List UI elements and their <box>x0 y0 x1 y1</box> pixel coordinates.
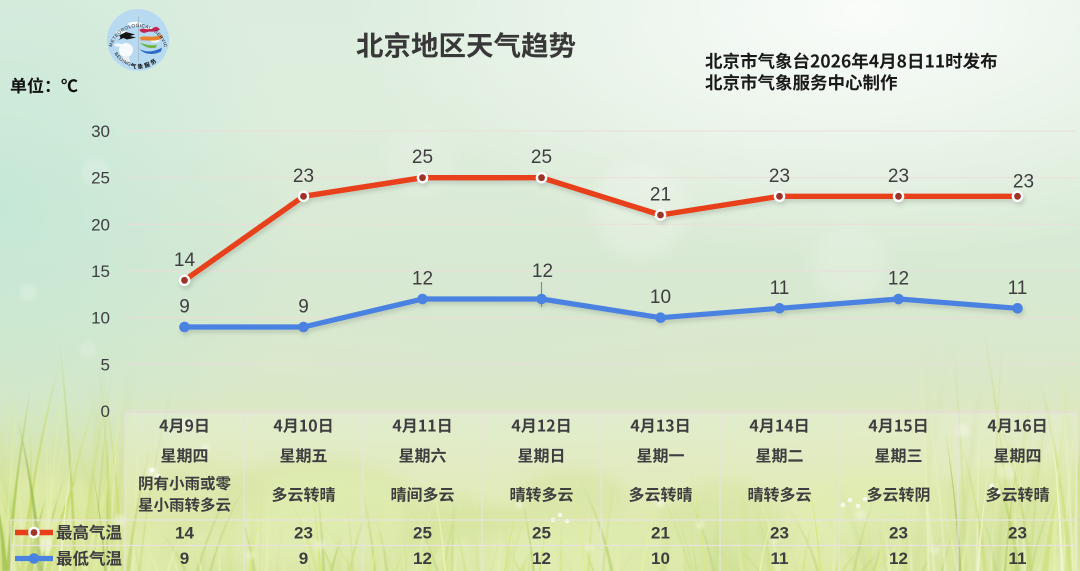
svg-text:23: 23 <box>769 166 790 187</box>
svg-text:25: 25 <box>532 524 551 543</box>
svg-text:9: 9 <box>179 297 190 318</box>
svg-text:5: 5 <box>101 355 110 374</box>
svg-text:23: 23 <box>293 166 314 187</box>
svg-text:11: 11 <box>771 549 789 568</box>
svg-text:0: 0 <box>101 402 110 421</box>
svg-text:12: 12 <box>412 269 433 290</box>
svg-text:11: 11 <box>1009 549 1027 568</box>
svg-text:21: 21 <box>650 185 671 206</box>
svg-text:23: 23 <box>1008 524 1027 543</box>
svg-text:11: 11 <box>1008 278 1028 299</box>
svg-text:9: 9 <box>299 549 308 568</box>
svg-text:30: 30 <box>91 122 110 141</box>
svg-text:9: 9 <box>180 549 189 568</box>
svg-text:12: 12 <box>532 549 551 568</box>
svg-text:10: 10 <box>91 309 110 328</box>
svg-text:9: 9 <box>298 297 309 318</box>
svg-text:10: 10 <box>651 549 670 568</box>
svg-text:15: 15 <box>91 262 110 281</box>
svg-text:25: 25 <box>413 524 432 543</box>
svg-text:20: 20 <box>91 215 110 234</box>
svg-text:25: 25 <box>91 169 110 188</box>
svg-text:12: 12 <box>889 549 908 568</box>
svg-text:25: 25 <box>412 147 433 168</box>
svg-text:25: 25 <box>531 147 552 168</box>
svg-text:14: 14 <box>174 250 196 271</box>
svg-text:12: 12 <box>888 269 909 290</box>
svg-text:14: 14 <box>175 524 194 543</box>
svg-text:23: 23 <box>888 166 909 187</box>
svg-text:12: 12 <box>413 549 432 568</box>
svg-text:12: 12 <box>532 261 553 282</box>
svg-text:23: 23 <box>770 524 789 543</box>
svg-text:11: 11 <box>770 278 790 299</box>
svg-text:23: 23 <box>294 524 313 543</box>
svg-text:21: 21 <box>651 524 670 543</box>
svg-text:10: 10 <box>650 287 671 308</box>
svg-text:23: 23 <box>1013 171 1034 192</box>
svg-text:23: 23 <box>889 524 908 543</box>
